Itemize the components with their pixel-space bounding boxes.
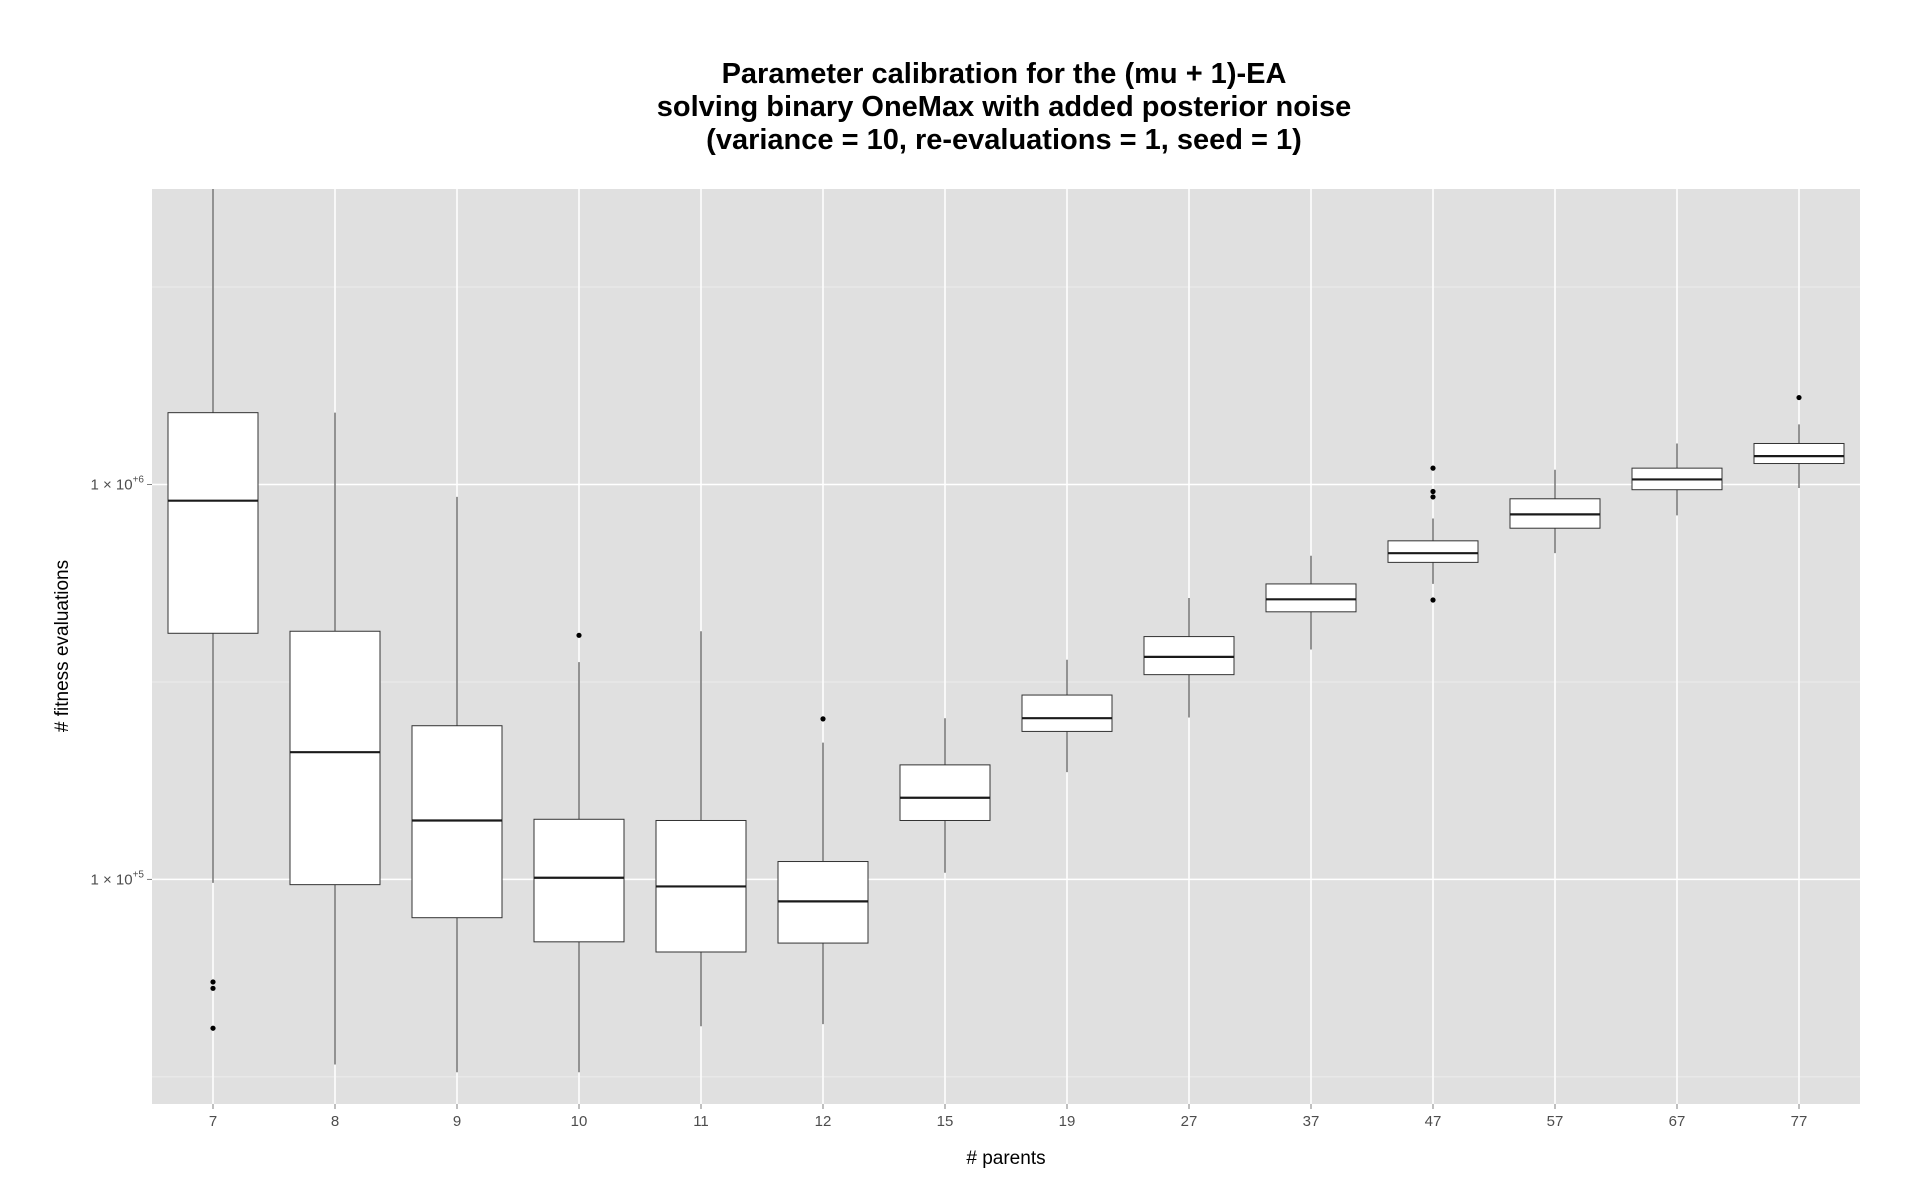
x-tick-label: 77 (1791, 1113, 1808, 1130)
box-57 (1509, 469, 1601, 554)
chart-title-line-2: solving binary OneMax with added posteri… (656, 91, 1352, 123)
iqr-box (533, 818, 625, 943)
box-37 (1265, 555, 1357, 650)
iqr-box (1143, 636, 1235, 676)
chart-title: Parameter calibration for the (mu + 1)-E… (0, 58, 1920, 157)
minor-gridlines (152, 286, 1860, 1078)
x-tick-label: 12 (815, 1113, 832, 1130)
iqr-box (1265, 583, 1357, 613)
y-tick-label: 1 × 10+6 (90, 474, 144, 493)
x-tick-label: 15 (937, 1113, 954, 1130)
box-47 (1387, 465, 1479, 603)
box-series (167, 189, 1845, 1073)
outlier-point (1796, 394, 1802, 401)
box-11 (655, 631, 747, 1027)
outlier-point (1430, 494, 1436, 500)
outlier-point (1430, 465, 1436, 471)
x-tick-label: 9 (453, 1113, 461, 1130)
chart-title-line-3: (variance = 10, re-evaluations = 1, seed… (706, 124, 1302, 156)
iqr-box (167, 412, 259, 634)
outlier-point (210, 985, 216, 991)
iqr-box (411, 725, 503, 919)
x-tick-label: 10 (571, 1113, 588, 1130)
outlier-point (820, 716, 826, 722)
x-tick-label: 47 (1425, 1113, 1442, 1130)
iqr-box (1387, 540, 1479, 563)
box-10 (533, 632, 625, 1073)
iqr-box (1753, 442, 1845, 465)
x-tick-label: 8 (331, 1113, 339, 1130)
box-19 (1021, 659, 1113, 773)
y-tick-label: 1 × 10+5 (90, 869, 144, 888)
outlier-point (1430, 597, 1436, 603)
box-27 (1143, 597, 1235, 718)
major-gridlines (152, 189, 1860, 1104)
y-axis-title: # fitness evaluations (52, 560, 73, 732)
iqr-box (1021, 694, 1113, 732)
plot-panel (152, 189, 1860, 1104)
box-15 (899, 718, 991, 873)
box-12 (777, 716, 869, 1025)
iqr-box (289, 630, 381, 886)
x-axis-ticks: 7 8 9 10 11 12 15 19 27 37 47 57 67 77 (209, 1104, 1808, 1130)
box-8 (289, 412, 381, 1065)
x-tick-label: 67 (1669, 1113, 1686, 1130)
outlier-point (210, 1025, 216, 1031)
outlier-point (1430, 488, 1436, 495)
x-axis-title: # parents (966, 1148, 1045, 1169)
box-67 (1631, 443, 1723, 516)
x-tick-label: 57 (1547, 1113, 1564, 1130)
chart-title-line-1: Parameter calibration for the (mu + 1)-E… (721, 58, 1287, 90)
x-tick-label: 27 (1181, 1113, 1198, 1130)
x-tick-label: 37 (1303, 1113, 1320, 1130)
x-tick-label: 19 (1059, 1113, 1076, 1130)
box-7 (167, 189, 259, 1031)
iqr-box (899, 764, 991, 821)
box-77 (1753, 394, 1845, 488)
box-9 (411, 496, 503, 1073)
outlier-point (210, 979, 216, 985)
x-tick-label: 11 (693, 1113, 709, 1130)
outlier-point (576, 632, 582, 638)
y-axis-ticks: 1 × 10+5 1 × 10+6 (90, 474, 152, 888)
x-tick-label: 7 (209, 1113, 217, 1130)
